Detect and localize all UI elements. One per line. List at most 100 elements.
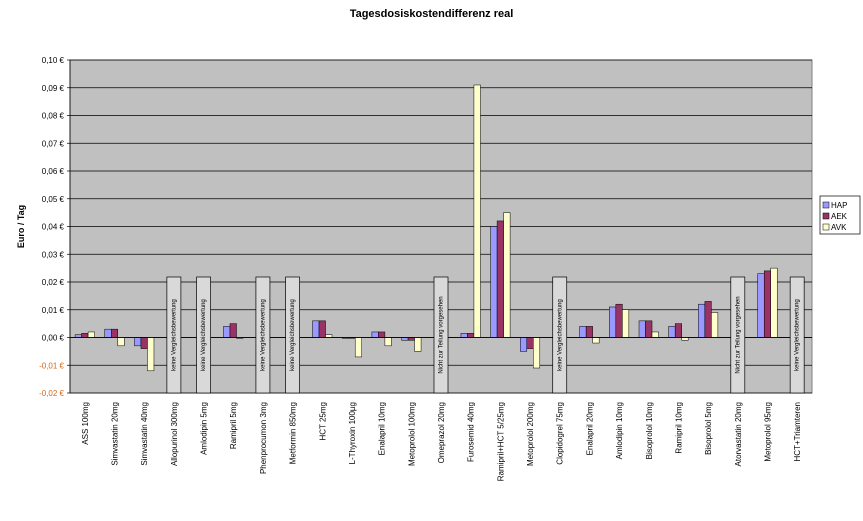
bar <box>134 337 142 347</box>
bar <box>770 267 778 338</box>
bar <box>378 331 386 338</box>
bar <box>473 84 481 338</box>
bar <box>681 337 689 341</box>
x-tick-label: Ramipril 5mg <box>229 402 238 449</box>
legend-label: HAP <box>831 201 847 210</box>
y-tick-label: 0,05 € <box>42 195 65 204</box>
x-tick-label: Furosemid 40mg <box>467 402 476 462</box>
y-tick-label: 0,10 € <box>42 56 65 65</box>
annotation-box <box>166 276 182 394</box>
legend-swatch <box>822 223 830 231</box>
annotation-text: keine Vergleichsbewertung <box>260 299 266 371</box>
bar <box>354 337 362 358</box>
bar <box>147 337 155 372</box>
bar <box>74 334 82 338</box>
legend-label: AVK <box>831 223 847 232</box>
bar <box>668 326 676 338</box>
x-tick-label: Atorvastatin 20mg <box>734 402 743 466</box>
bar <box>592 337 600 344</box>
bar <box>401 337 409 341</box>
x-tick-label: Allopurinol 300mg <box>170 402 179 466</box>
bar <box>312 320 320 338</box>
bar <box>467 333 475 338</box>
bar <box>763 270 771 338</box>
y-tick-label: 0,09 € <box>42 84 65 93</box>
annotation-box <box>789 276 805 394</box>
bar <box>579 326 587 338</box>
bar <box>496 220 504 338</box>
annotation-text: keine Vergleichsbewertung <box>290 299 296 371</box>
annotation-box <box>255 276 271 394</box>
x-tick-label: Metoprolol 200mg <box>526 402 535 466</box>
x-tick-label: Simvastatin 40mg <box>140 402 149 466</box>
bar <box>318 320 326 338</box>
bar <box>674 323 682 338</box>
bar <box>711 312 719 338</box>
annotation-text: keine Vergleichsbewertung <box>795 299 801 371</box>
y-tick-label: 0,00 € <box>42 334 65 343</box>
x-tick-label: Metoprolol 100mg <box>407 402 416 466</box>
bar <box>651 331 659 338</box>
bar <box>111 328 119 338</box>
y-tick-label: 0,01 € <box>42 306 65 315</box>
x-tick-label: Amlodipin 5mg <box>200 402 209 455</box>
bar <box>407 337 415 341</box>
y-tick-label: 0,04 € <box>42 223 65 232</box>
annotation-text: keine Vergleichsbewertung <box>171 299 177 371</box>
bar <box>117 337 125 347</box>
bar <box>104 328 112 338</box>
x-tick-label: HCT 25mg <box>318 402 327 441</box>
x-tick-label: Amlodipin 10mg <box>615 402 624 459</box>
bar <box>460 333 468 338</box>
y-tick-label: -0,01 € <box>39 361 64 370</box>
bar <box>223 326 231 338</box>
annotation-text: Nicht zur Teilung vorgesehen <box>735 296 741 373</box>
x-tick-label: ASS 100mg <box>81 402 90 445</box>
x-tick-label: Ramipril 10mg <box>674 402 683 454</box>
x-tick-label: Bisoprolol 10mg <box>645 402 654 459</box>
bar <box>757 273 765 338</box>
x-tick-label: Simvastatin 20mg <box>111 402 120 466</box>
bar <box>414 337 422 352</box>
x-tick-label: L-Thyroxin 100µg <box>348 402 357 464</box>
bar <box>87 331 95 338</box>
bar <box>526 337 534 349</box>
y-tick-label: 0,03 € <box>42 250 65 259</box>
annotation-box <box>730 276 746 394</box>
x-tick-label: HCT+Triamteren <box>793 402 802 462</box>
y-axis-label: Euro / Tag <box>16 205 26 248</box>
x-tick-label: Ramipril+HCT 5/25mg <box>496 402 505 481</box>
bar <box>520 337 528 352</box>
y-tick-label: -0,02 € <box>39 389 64 398</box>
x-tick-label: Clopidogrel 75mg <box>556 402 565 465</box>
y-tick-label: 0,02 € <box>42 278 65 287</box>
bar <box>229 323 237 338</box>
annotation-box <box>285 276 300 394</box>
x-tick-label: Phenprocumon 3mg <box>259 402 268 474</box>
annotation-text: Nicht zur Teilung vorgesehen <box>439 296 445 373</box>
bar <box>698 303 706 338</box>
x-tick-label: Metformin 850mg <box>289 402 298 464</box>
x-tick-label: Bisoprolol 5mg <box>704 402 713 455</box>
legend-label: AEK <box>831 212 848 221</box>
chart-title: Tagesdosiskostendifferenz real <box>349 8 514 20</box>
annotation-box <box>552 276 568 394</box>
annotation-text: keine Vergleichsbewertung <box>557 299 563 371</box>
bar <box>325 334 333 338</box>
bar <box>609 306 617 338</box>
legend-swatch <box>822 212 830 220</box>
bar <box>81 333 89 338</box>
bar <box>585 326 593 338</box>
legend-swatch <box>822 201 830 209</box>
bar <box>622 309 630 338</box>
annotation-text: keine Vergleichsbewertung <box>201 299 207 371</box>
bar <box>533 337 541 369</box>
bar <box>384 337 392 347</box>
annotation-box <box>196 276 211 394</box>
bar <box>638 320 646 338</box>
x-tick-label: Omeprazol 20mg <box>437 402 446 463</box>
x-tick-label: Enalapril 10mg <box>378 402 387 455</box>
bar <box>704 301 712 338</box>
bar <box>490 226 498 338</box>
